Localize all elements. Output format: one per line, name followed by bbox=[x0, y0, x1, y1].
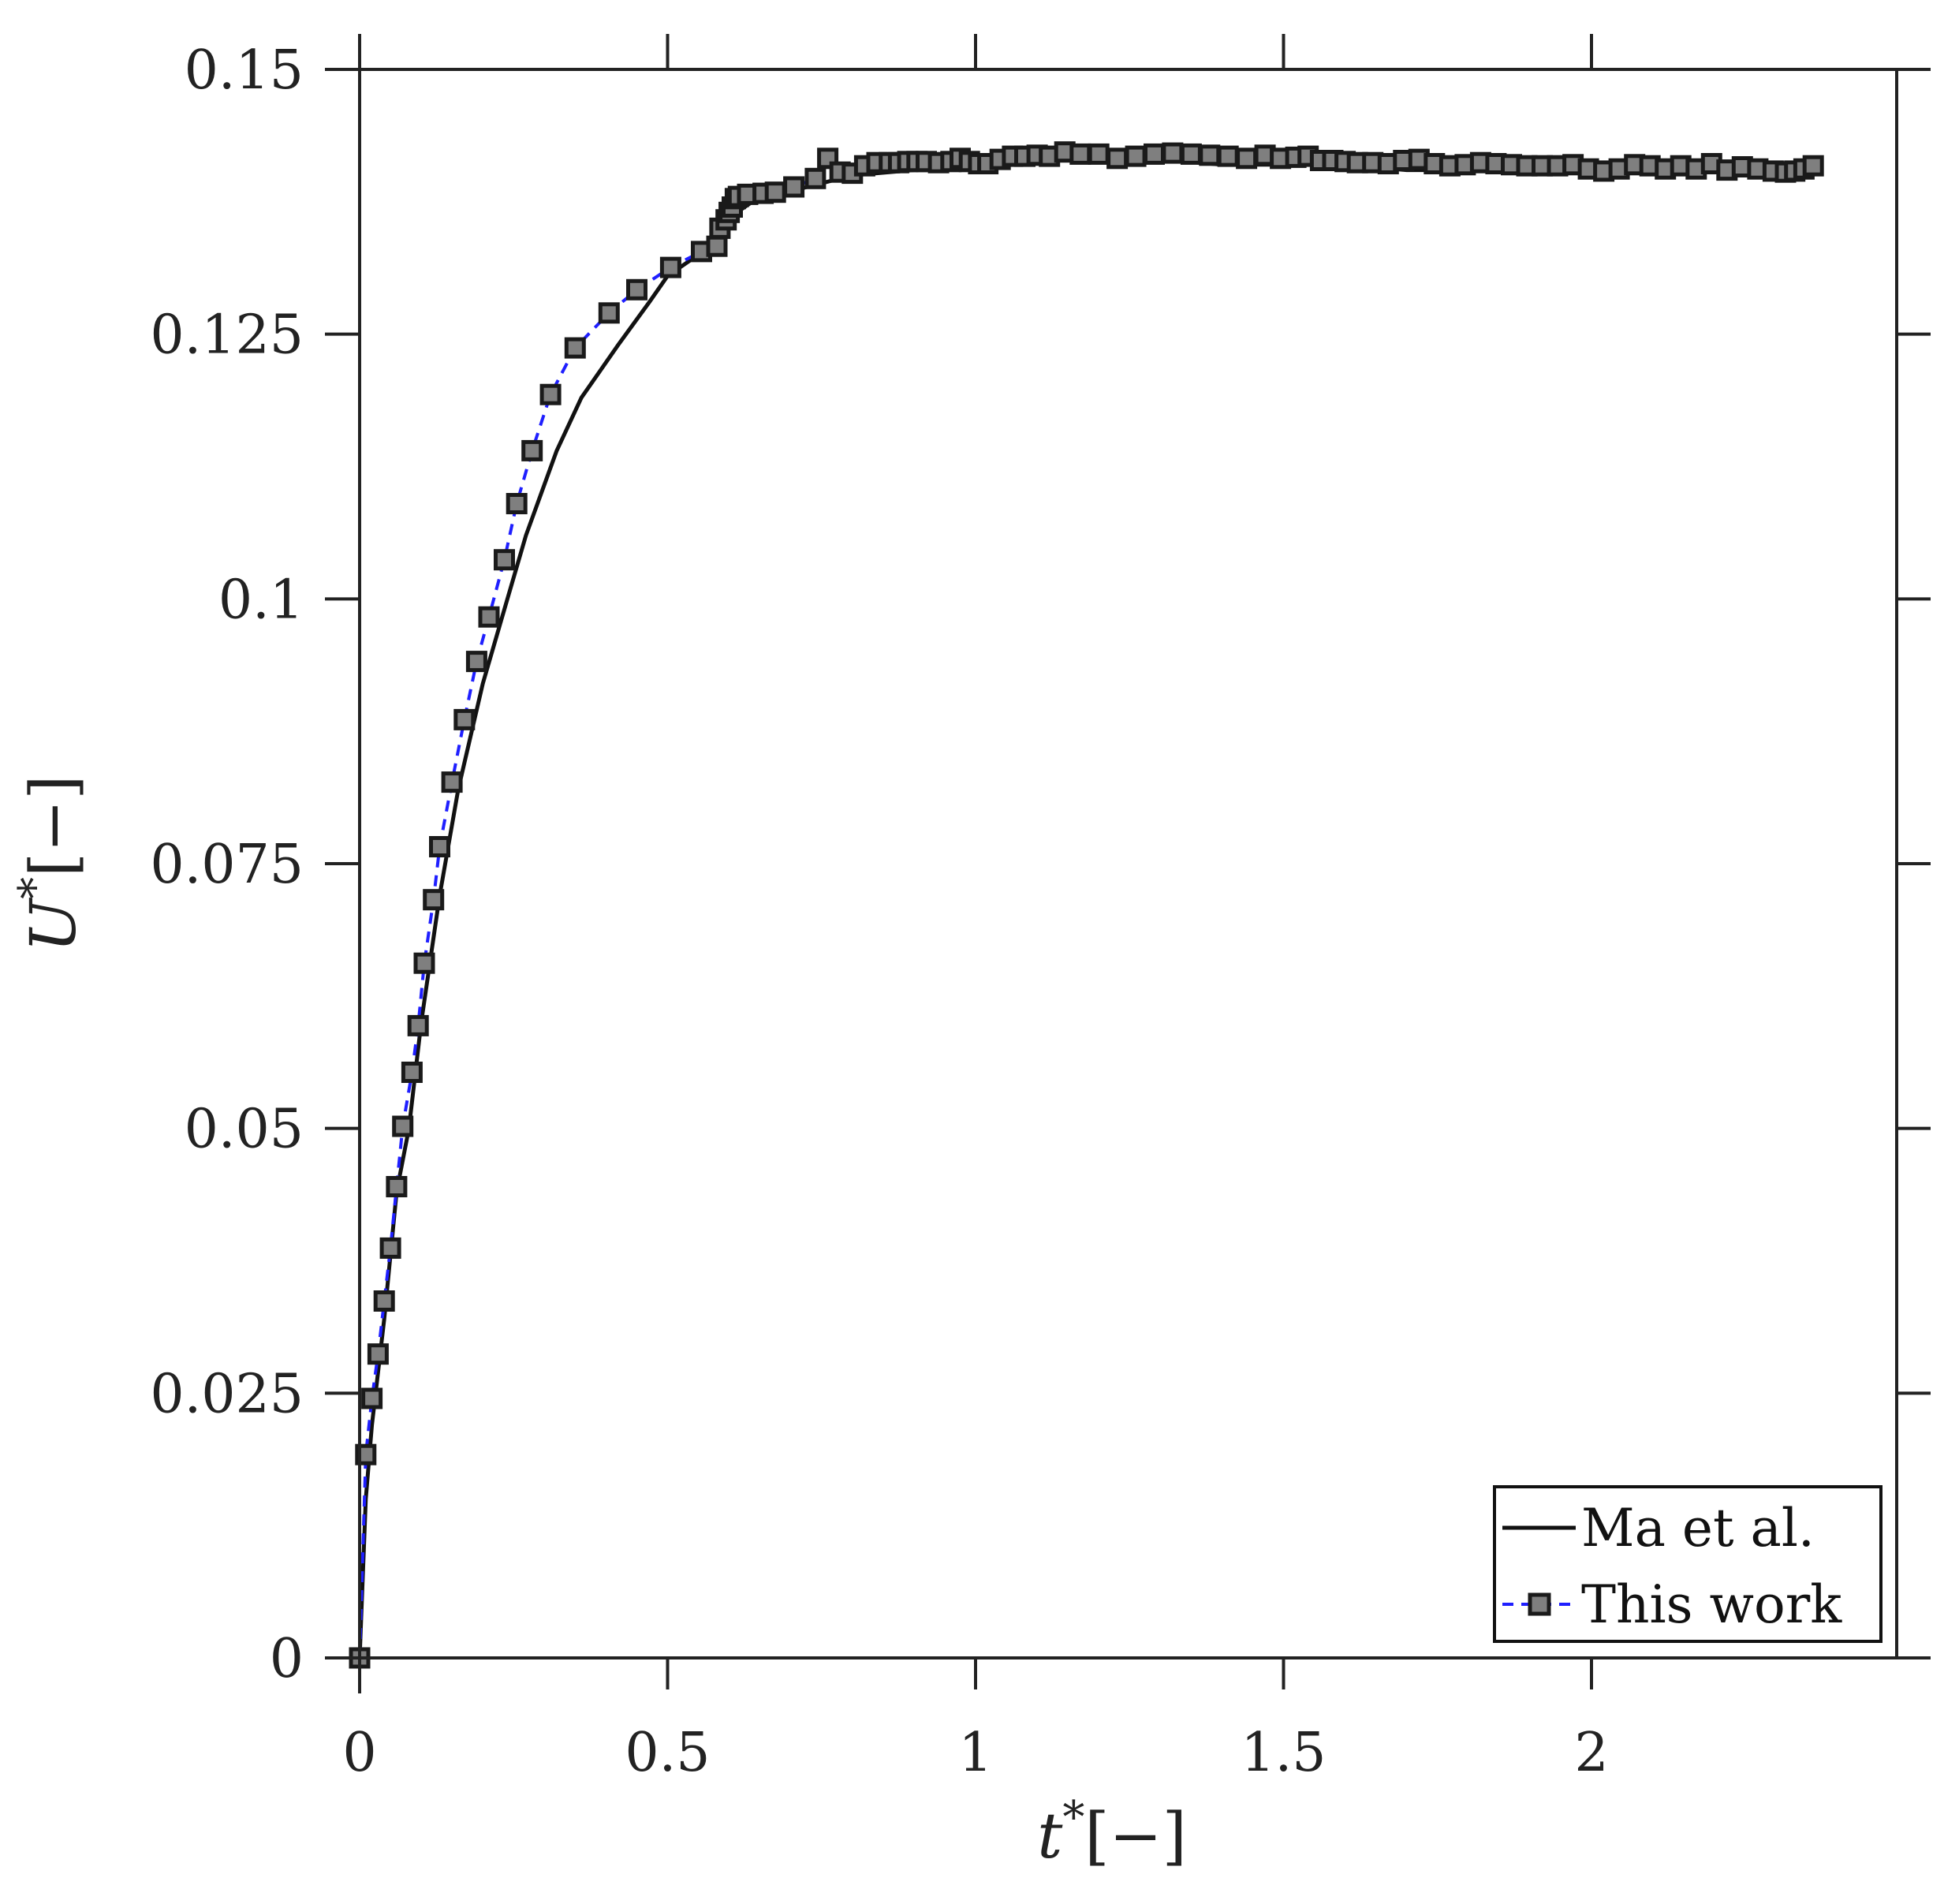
x-tick-label: 1 bbox=[958, 1722, 992, 1784]
data-point-this-work bbox=[539, 383, 562, 405]
y-tick-label: 0.05 bbox=[185, 1099, 304, 1161]
data-point-this-work bbox=[453, 708, 476, 730]
x-axis-title: t*[−] bbox=[1037, 1792, 1187, 1872]
data-point-this-work bbox=[407, 1014, 429, 1036]
series-markers-this-work bbox=[349, 141, 1824, 1669]
data-point-this-work bbox=[564, 337, 586, 359]
data-point-this-work bbox=[386, 1176, 408, 1197]
y-axis-var: U bbox=[17, 897, 90, 952]
x-axis-unit: [−] bbox=[1084, 1799, 1186, 1872]
data-point-this-work bbox=[626, 278, 647, 301]
data-point-this-work bbox=[441, 771, 463, 793]
data-point-this-work bbox=[659, 256, 681, 278]
data-point-this-work bbox=[494, 549, 515, 571]
x-axis-sup: * bbox=[1062, 1792, 1084, 1843]
x-tick-label: 0 bbox=[342, 1722, 376, 1784]
tick-labels: 0 0.5 1 1.5 2 0 0.025 0.05 0.075 0.1 0.125 0.15 bbox=[150, 39, 1608, 1784]
data-point-this-work bbox=[367, 1343, 389, 1365]
y-axis-sup: * bbox=[9, 877, 61, 899]
data-point-this-work bbox=[804, 167, 827, 189]
plot-area bbox=[349, 141, 1824, 1669]
y-axis-unit: [−] bbox=[17, 775, 90, 877]
x-tick-label: 0.5 bbox=[625, 1722, 710, 1784]
x-tick-label: 2 bbox=[1574, 1722, 1608, 1784]
legend: Ma et al. This work bbox=[1493, 1485, 1883, 1643]
data-point-this-work bbox=[1106, 147, 1129, 170]
y-tick-label: 0 bbox=[270, 1628, 304, 1690]
legend-label-this-work: This work bbox=[1581, 1574, 1842, 1635]
data-point-this-work bbox=[1088, 143, 1110, 165]
y-tick-label: 0.125 bbox=[150, 304, 304, 367]
data-point-this-work bbox=[506, 493, 528, 514]
y-tick-label: 0.075 bbox=[150, 834, 304, 896]
data-point-this-work bbox=[1162, 142, 1184, 164]
data-point-this-work bbox=[1199, 144, 1221, 166]
data-point-this-work bbox=[1144, 143, 1165, 165]
data-point-this-work bbox=[706, 235, 728, 257]
data-point-this-work bbox=[423, 889, 445, 911]
data-point-this-work bbox=[401, 1062, 423, 1083]
data-point-this-work bbox=[1180, 143, 1202, 165]
data-point-this-work bbox=[373, 1290, 395, 1312]
y-tick-label: 0.15 bbox=[185, 39, 304, 102]
data-point-this-work bbox=[521, 439, 543, 461]
y-axis-title: U*[−] bbox=[9, 775, 90, 953]
data-point-this-work bbox=[598, 302, 620, 324]
data-point-this-work bbox=[429, 836, 450, 857]
data-point-this-work bbox=[413, 952, 435, 974]
data-point-this-work bbox=[1069, 143, 1091, 165]
data-point-this-work bbox=[1236, 147, 1258, 170]
y-tick-label: 0.025 bbox=[150, 1363, 304, 1425]
data-point-this-work bbox=[764, 181, 786, 203]
data-point-this-work bbox=[392, 1115, 414, 1137]
legend-marker-this-work bbox=[1528, 1592, 1551, 1616]
legend-box bbox=[1493, 1485, 1883, 1643]
data-point-this-work bbox=[379, 1237, 401, 1259]
data-point-this-work bbox=[783, 176, 805, 198]
data-point-this-work bbox=[478, 606, 500, 628]
data-point-this-work bbox=[1802, 155, 1824, 177]
data-point-this-work bbox=[1217, 145, 1239, 167]
axes bbox=[325, 34, 1931, 1693]
data-point-this-work bbox=[355, 1443, 377, 1465]
data-point-this-work bbox=[1125, 145, 1147, 167]
x-tick-label: 1.5 bbox=[1241, 1722, 1326, 1784]
data-point-this-work bbox=[465, 651, 487, 673]
legend-label-ma-et-al: Ma et al. bbox=[1581, 1498, 1815, 1559]
x-axis-var: t bbox=[1037, 1799, 1063, 1872]
data-point-this-work bbox=[361, 1387, 383, 1409]
y-tick-label: 0.1 bbox=[218, 569, 304, 631]
